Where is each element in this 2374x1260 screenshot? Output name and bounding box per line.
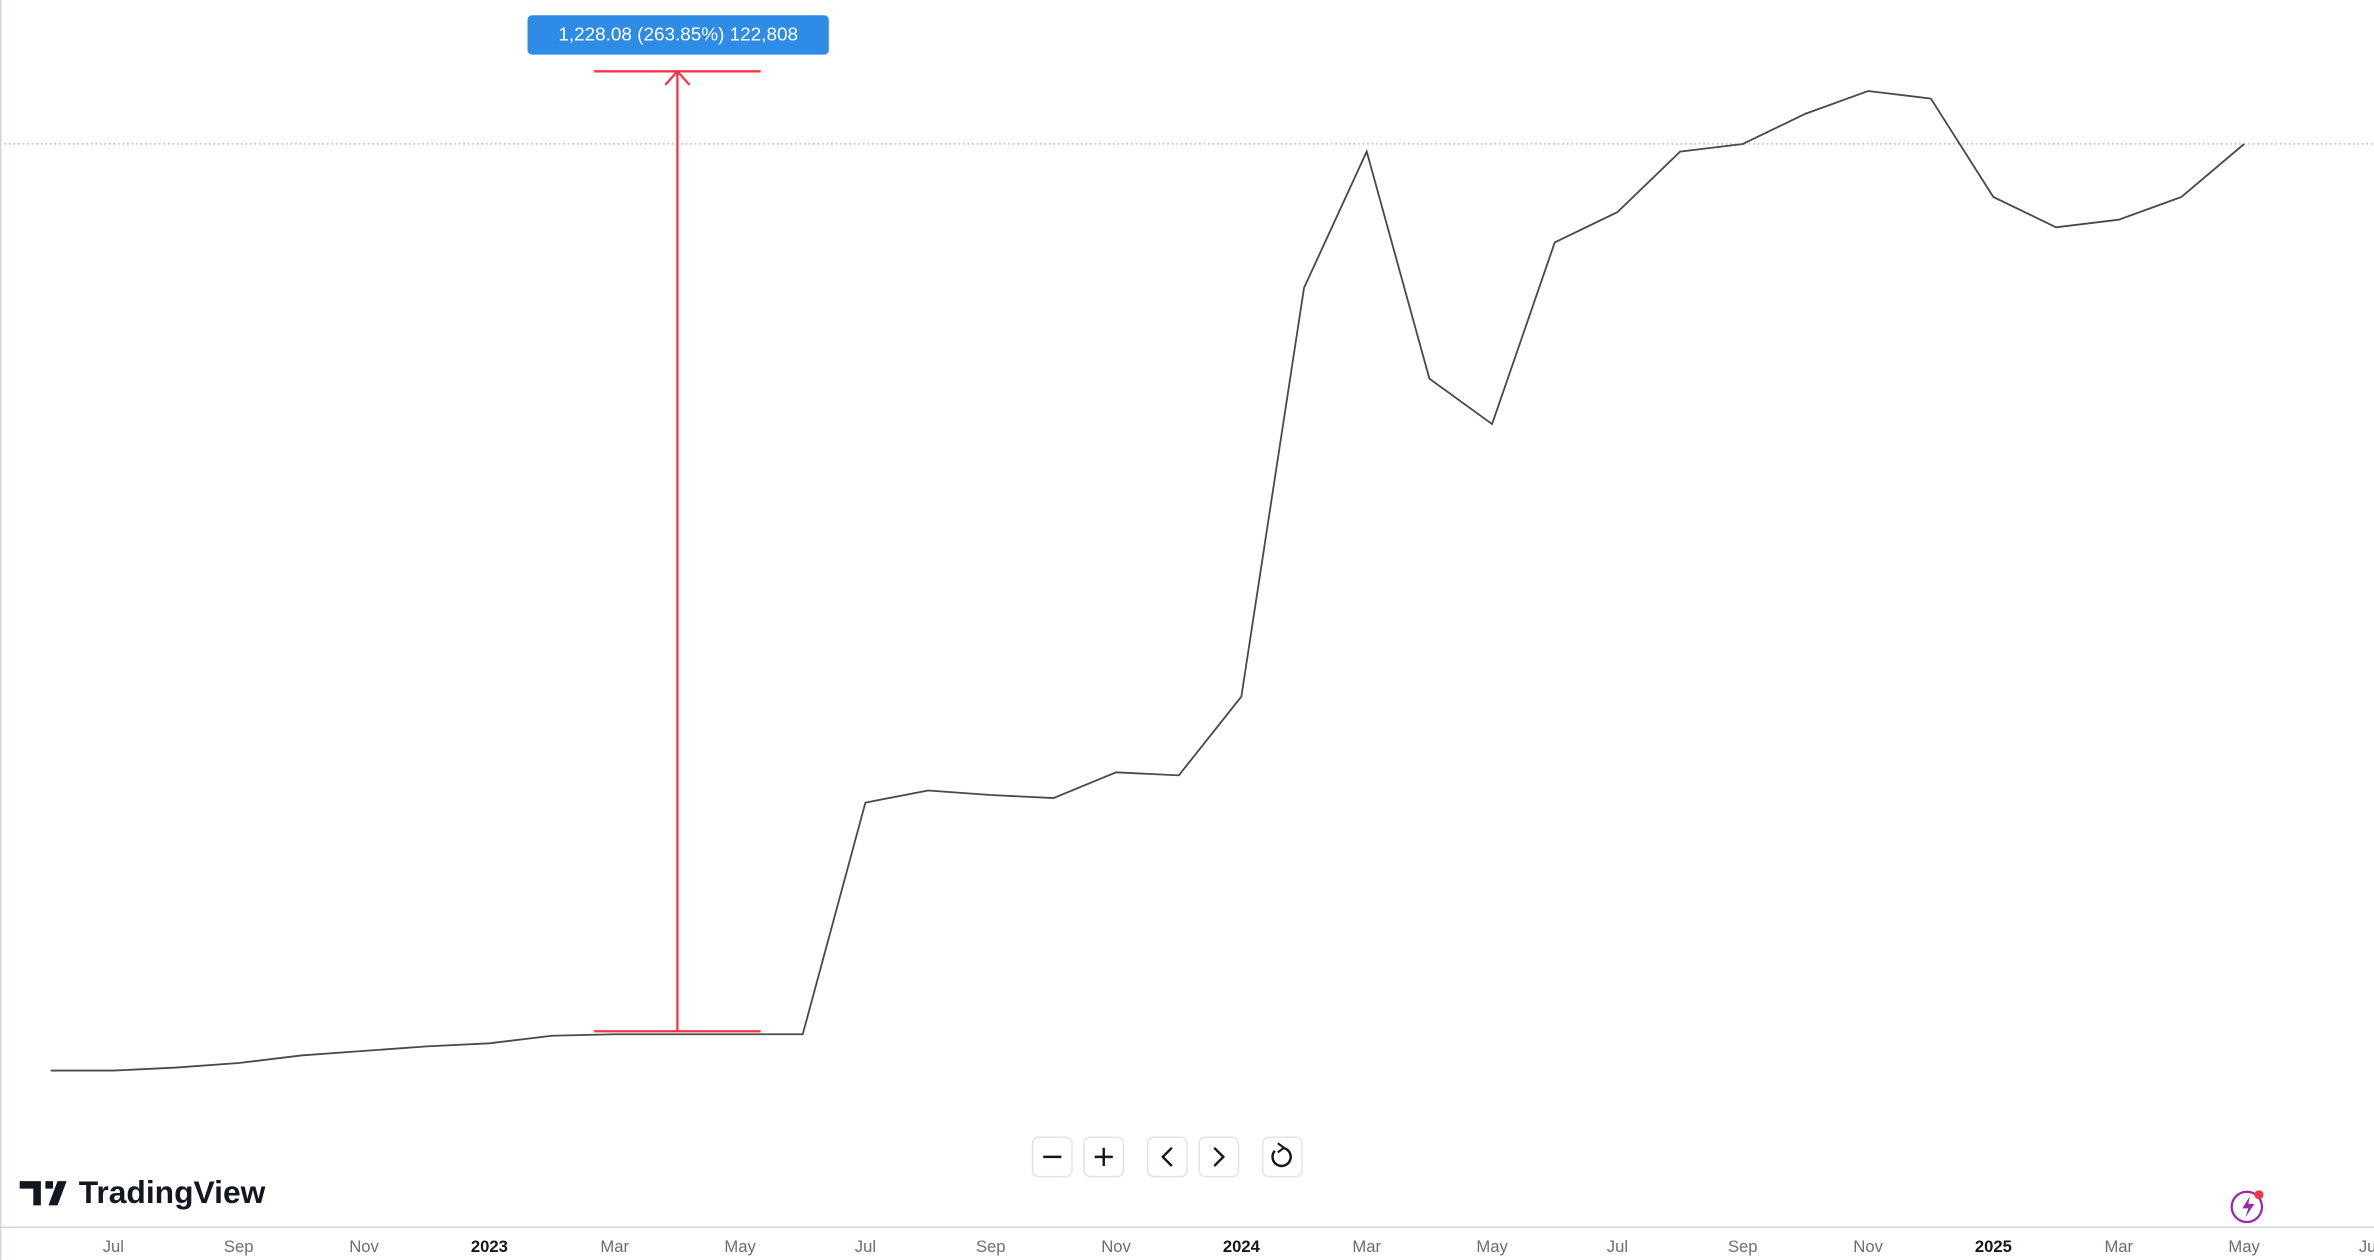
logo: TradingView xyxy=(19,1174,266,1210)
x-tick-label: 2025 xyxy=(1975,1237,2012,1256)
x-tick-label: Jul xyxy=(855,1237,876,1256)
controls xyxy=(1031,1136,2264,1224)
x-tick-label: Jul xyxy=(2359,1237,2374,1256)
x-tick-label: Nov xyxy=(349,1237,379,1256)
x-tick-label: Sep xyxy=(976,1237,1006,1256)
zoom-out-button[interactable] xyxy=(1031,1136,1073,1178)
x-tick-label: Nov xyxy=(1853,1237,1883,1256)
x-tick-label: Nov xyxy=(1101,1237,1131,1256)
scroll-left-button[interactable] xyxy=(1146,1136,1188,1178)
x-tick-label: 2023 xyxy=(471,1237,508,1256)
logo-text: TradingView xyxy=(79,1174,266,1210)
measure-arrowhead xyxy=(664,69,691,86)
x-tick-label: Mar xyxy=(2104,1237,2133,1256)
price-series xyxy=(50,90,2245,1072)
x-tick-label: Sep xyxy=(224,1237,254,1256)
x-tick-label: May xyxy=(1476,1237,1508,1256)
x-tick-label: Mar xyxy=(1352,1237,1381,1256)
scroll-right-button[interactable] xyxy=(1198,1136,1240,1178)
x-tick-label: Jul xyxy=(1607,1237,1628,1256)
reset-button[interactable] xyxy=(1261,1136,1303,1178)
x-tick-label: May xyxy=(2228,1237,2260,1256)
alert-icon[interactable] xyxy=(2230,1190,2264,1224)
x-tick-label: Jul xyxy=(103,1237,124,1256)
plot: Jul Sep Nov 2023 Mar May Jul Sep Nov 2024 Mar May Ju… xyxy=(0,15,2374,1256)
x-tick-label: Mar xyxy=(600,1237,629,1256)
measure-label: 1,228.08 (263.85%) 122,808 xyxy=(558,25,798,46)
x-tick-label: May xyxy=(724,1237,756,1256)
logo-icon xyxy=(19,1181,67,1206)
measure-label-box xyxy=(527,15,829,55)
x-tick-label: Sep xyxy=(1728,1237,1758,1256)
x-tick-label: 2024 xyxy=(1223,1237,1261,1256)
zoom-in-button[interactable] xyxy=(1083,1136,1125,1178)
